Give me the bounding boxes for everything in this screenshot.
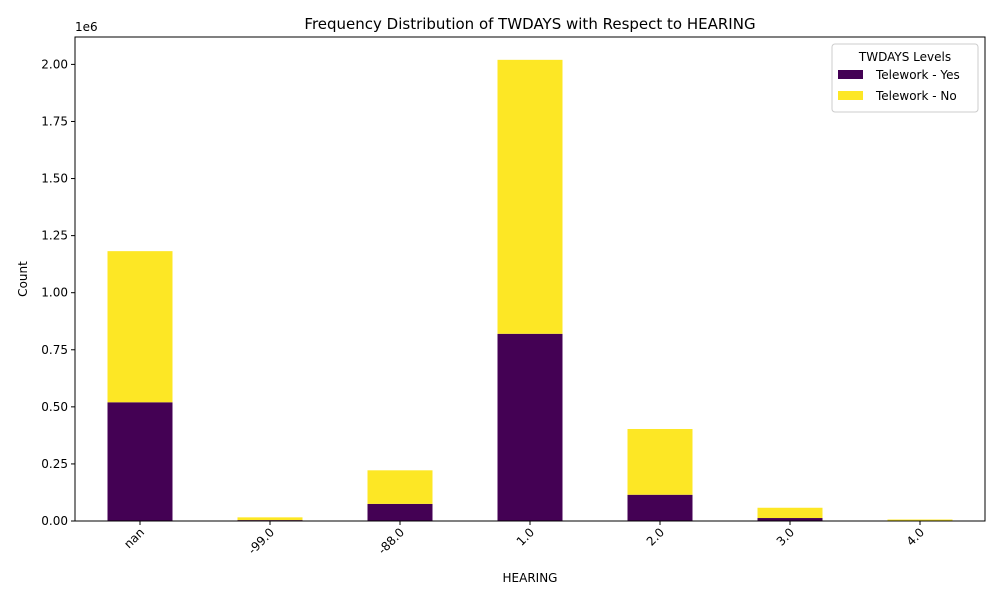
legend-label-0: Telework - Yes <box>875 68 960 82</box>
y-tick-label-8: 2.00 <box>41 57 68 71</box>
bar-nan-series-0 <box>107 402 173 521</box>
y-tick-label-0: 0.00 <box>41 514 68 528</box>
bar--88.0-series-1 <box>367 470 433 504</box>
y-tick-label-1: 0.25 <box>41 457 68 471</box>
y-axis: 0.00 0.25 0.50 0.75 1.00 1.25 1.50 1.75 2.00 <box>41 57 75 528</box>
y-tick-label-2: 0.50 <box>41 400 68 414</box>
chart-title: Frequency Distribution of TWDAYS with Re… <box>304 15 755 33</box>
legend-frame <box>831 43 979 113</box>
x-axis-label: HEARING <box>503 571 558 585</box>
bar--88.0-series-0 <box>367 503 433 521</box>
y-scale-label: 1e6 <box>75 20 98 34</box>
bars-group <box>107 59 953 521</box>
bar-4.0-series-1 <box>887 519 953 521</box>
bar-nan-series-1 <box>107 251 173 403</box>
legend: TWDAYS Levels Telework - Yes Telework - … <box>831 43 979 113</box>
legend-swatch-0 <box>838 70 863 79</box>
bar-3.0-series-0 <box>757 518 823 521</box>
y-axis-label: Count <box>16 261 30 297</box>
y-tick-label-5: 1.25 <box>41 229 68 243</box>
legend-label-1: Telework - No <box>875 89 957 103</box>
bar-3.0-series-1 <box>757 507 823 519</box>
bar-1.0-series-0 <box>497 333 563 521</box>
y-tick-label-3: 0.75 <box>41 343 68 357</box>
plot-frame <box>74 36 986 522</box>
bar-1.0-series-1 <box>497 59 563 334</box>
y-tick-label-7: 1.75 <box>41 114 68 128</box>
bar-2.0-series-0 <box>627 494 693 521</box>
y-tick-label-6: 1.50 <box>41 172 68 186</box>
legend-title: TWDAYS Levels <box>858 50 951 64</box>
bar-2.0-series-1 <box>627 428 693 495</box>
bar--99.0-series-1 <box>237 517 303 521</box>
legend-swatch-1 <box>838 91 863 100</box>
y-tick-label-4: 1.00 <box>41 286 68 300</box>
